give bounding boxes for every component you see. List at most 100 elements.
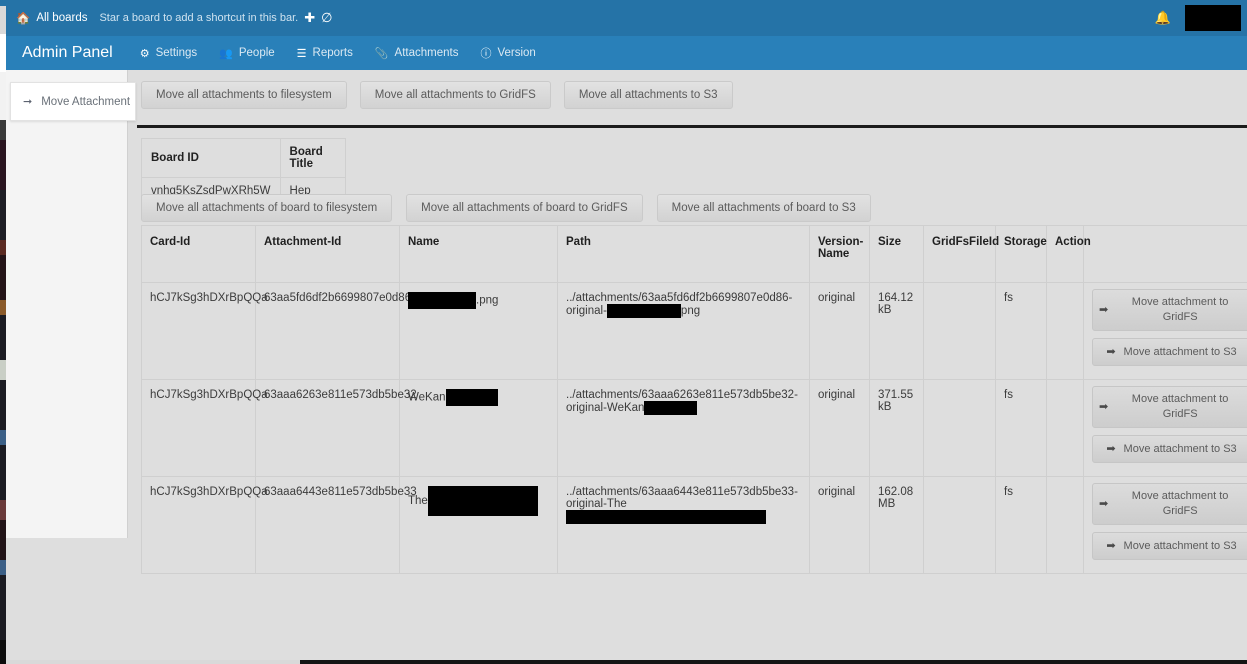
move-board-attachments-to-gridfs-button[interactable]: Move all attachments of board to GridFS xyxy=(406,194,643,222)
move-attachment-to-gridfs-button[interactable]: ➡ Move attachment to GridFS xyxy=(1092,289,1247,331)
redacted-name xyxy=(427,486,538,516)
shortcut-hint: Star a board to add a shortcut in this b… xyxy=(99,10,332,26)
th-card-id: Card-Id xyxy=(141,225,256,283)
th-buttons xyxy=(1083,225,1247,283)
main-content: Move all attachments to filesystem Move … xyxy=(135,70,1247,664)
cell-row-actions: ➡ Move attachment to GridFS ➡ Move attachme… xyxy=(1083,379,1247,477)
attachments-table-body: hCJ7kSg3hDXrBpQQa 63aa5fd6df2b6699807e0d8… xyxy=(141,282,1247,574)
cell-path: ../attachments/63aaa6263e811e573db5be32-… xyxy=(557,379,810,477)
tab-people[interactable]: 👥 People xyxy=(208,36,286,70)
board-action-buttons: Move all attachments of board to filesys… xyxy=(141,194,871,222)
top-bar: 🏠 All boards Star a board to add a short… xyxy=(6,0,1247,36)
cell-storage: fs xyxy=(995,282,1047,380)
table-row: hCJ7kSg3hDXrBpQQa 63aaa6443e811e573db5be3… xyxy=(141,476,1247,574)
tab-version[interactable]: ⓘ Version xyxy=(469,36,546,70)
move-attachment-to-s3-label: Move attachment to S3 xyxy=(1123,539,1237,552)
move-attachment-to-gridfs-label: Move attachment to GridFS xyxy=(1131,490,1229,517)
move-attachment-to-s3-button[interactable]: ➡ Move attachment to S3 xyxy=(1092,338,1247,366)
user-menu-redacted[interactable] xyxy=(1185,5,1241,31)
move-attachment-to-s3-button[interactable]: ➡ Move attachment to S3 xyxy=(1092,435,1247,463)
cell-attachment-id: 63aa5fd6df2b6699807e0d86 xyxy=(255,282,411,380)
cell-action xyxy=(1046,282,1084,380)
cell-row-actions: ➡ Move attachment to GridFS ➡ Move attachme… xyxy=(1083,282,1247,380)
arrow-right-icon: ➡ xyxy=(1106,539,1116,552)
cell-card-id: hCJ7kSg3hDXrBpQQa xyxy=(141,379,268,477)
sidebar-item-move-attachment[interactable]: ➞ Move Attachment xyxy=(10,82,136,121)
tab-version-label: Version xyxy=(497,47,536,59)
shortcut-hint-text: Star a board to add a shortcut in this b… xyxy=(99,12,299,24)
board-table-header-board-id: Board ID xyxy=(141,138,281,178)
cell-storage: fs xyxy=(995,476,1047,574)
cell-attachment-id: 63aaa6263e811e573db5be32 xyxy=(255,379,417,477)
gear-icon: ⚙ xyxy=(139,47,150,60)
home-icon: 🏠 xyxy=(16,13,31,25)
cell-size: 164.12 kB xyxy=(869,282,924,380)
board-table-header-row: Board ID Board Title xyxy=(141,138,346,178)
cell-action xyxy=(1046,379,1084,477)
move-attachment-to-gridfs-label: Move attachment to GridFS xyxy=(1131,393,1229,420)
tab-attachments-label: Attachments xyxy=(394,47,459,59)
tab-settings[interactable]: ⚙ Settings xyxy=(129,36,208,70)
cell-path: ../attachments/63aa5fd6df2b6699807e0d86-… xyxy=(557,282,810,380)
cell-gridfs-file-id xyxy=(923,379,996,477)
cell-name: The xyxy=(399,476,558,574)
th-storage: Storage xyxy=(995,225,1047,283)
move-attachment-to-gridfs-button[interactable]: ➡ Move attachment to GridFS xyxy=(1092,483,1247,525)
window-bottom-edge xyxy=(0,660,1247,664)
cell-attachment-id: 63aaa6443e811e573db5be33 xyxy=(255,476,417,574)
th-name: Name xyxy=(399,225,558,283)
move-attachment-to-s3-label: Move attachment to S3 xyxy=(1123,345,1237,358)
tab-attachments[interactable]: 📎 Attachments xyxy=(364,36,470,70)
th-attachment-id: Attachment-Id xyxy=(255,225,400,283)
redacted-path xyxy=(606,304,681,318)
paperclip-icon: 📎 xyxy=(374,47,389,60)
move-all-attachments-to-gridfs-button[interactable]: Move all attachments to GridFS xyxy=(359,81,551,109)
arrow-right-icon: ➡ xyxy=(1099,497,1109,510)
move-arrows-icon[interactable]: ✚ xyxy=(304,10,316,25)
arrow-right-icon: ➡ xyxy=(1099,303,1109,316)
move-attachment-to-gridfs-button[interactable]: ➡ Move attachment to GridFS xyxy=(1092,386,1247,428)
bell-icon[interactable]: 🔔 xyxy=(1154,10,1171,25)
redacted-path xyxy=(644,401,698,415)
cell-size: 371.55 kB xyxy=(869,379,924,477)
tab-people-label: People xyxy=(238,47,275,59)
redacted-name xyxy=(445,389,498,406)
cell-version-name: original xyxy=(809,476,870,574)
cell-version-name: original xyxy=(809,379,870,477)
th-size: Size xyxy=(869,225,924,283)
move-attachment-to-s3-button[interactable]: ➡ Move attachment to S3 xyxy=(1092,532,1247,560)
board-table: Board ID Board Title vnhg5KsZsdPwXRh5W H… xyxy=(141,138,346,205)
move-attachment-to-gridfs-label: Move attachment to GridFS xyxy=(1131,296,1229,323)
people-icon: 👥 xyxy=(219,47,233,60)
redacted-path xyxy=(566,510,766,524)
page-body: ➞ Move Attachment Move all attachments t… xyxy=(6,70,1247,664)
table-row: hCJ7kSg3hDXrBpQQa 63aaa6263e811e573db5be3… xyxy=(141,379,1247,477)
move-board-attachments-to-s3-button[interactable]: Move all attachments of board to S3 xyxy=(656,194,871,222)
arrow-right-icon: ➡ xyxy=(1106,442,1116,455)
sidebar-item-label: Move Attachment xyxy=(41,95,131,108)
table-row: hCJ7kSg3hDXrBpQQa 63aa5fd6df2b6699807e0d8… xyxy=(141,282,1247,380)
background-window-sliver xyxy=(0,0,6,664)
arrow-right-icon: ➡ xyxy=(1099,400,1109,413)
cell-path: ../attachments/63aaa6443e811e573db5be33-… xyxy=(557,476,810,574)
cell-action xyxy=(1046,476,1084,574)
move-all-attachments-to-s3-button[interactable]: Move all attachments to S3 xyxy=(563,81,733,109)
attachments-table: Card-Id Attachment-Id Name Path Version-… xyxy=(141,225,1247,574)
admin-nav-bar: Admin Panel ⚙ Settings 👥 People ☰ Report… xyxy=(6,36,1247,70)
all-boards-link[interactable]: 🏠 All boards xyxy=(6,11,99,25)
move-all-attachments-to-filesystem-button[interactable]: Move all attachments to filesystem xyxy=(141,81,347,109)
global-action-buttons: Move all attachments to filesystem Move … xyxy=(141,81,733,109)
cell-name: .png xyxy=(399,282,558,380)
cell-version-name: original xyxy=(809,282,870,380)
redacted-name xyxy=(408,292,476,309)
th-action: Action xyxy=(1046,225,1091,283)
th-gridfs-file-id: GridFsFileId xyxy=(923,225,999,283)
no-entry-icon[interactable]: ∅ xyxy=(321,10,333,25)
list-icon: ☰ xyxy=(296,47,307,60)
cell-gridfs-file-id xyxy=(923,476,996,574)
th-version-name: Version-Name xyxy=(809,225,870,283)
move-board-attachments-to-filesystem-button[interactable]: Move all attachments of board to filesys… xyxy=(141,194,393,222)
arrow-right-icon: ➡ xyxy=(1106,345,1116,358)
cell-card-id: hCJ7kSg3hDXrBpQQa xyxy=(141,282,268,380)
tab-reports[interactable]: ☰ Reports xyxy=(286,36,364,70)
